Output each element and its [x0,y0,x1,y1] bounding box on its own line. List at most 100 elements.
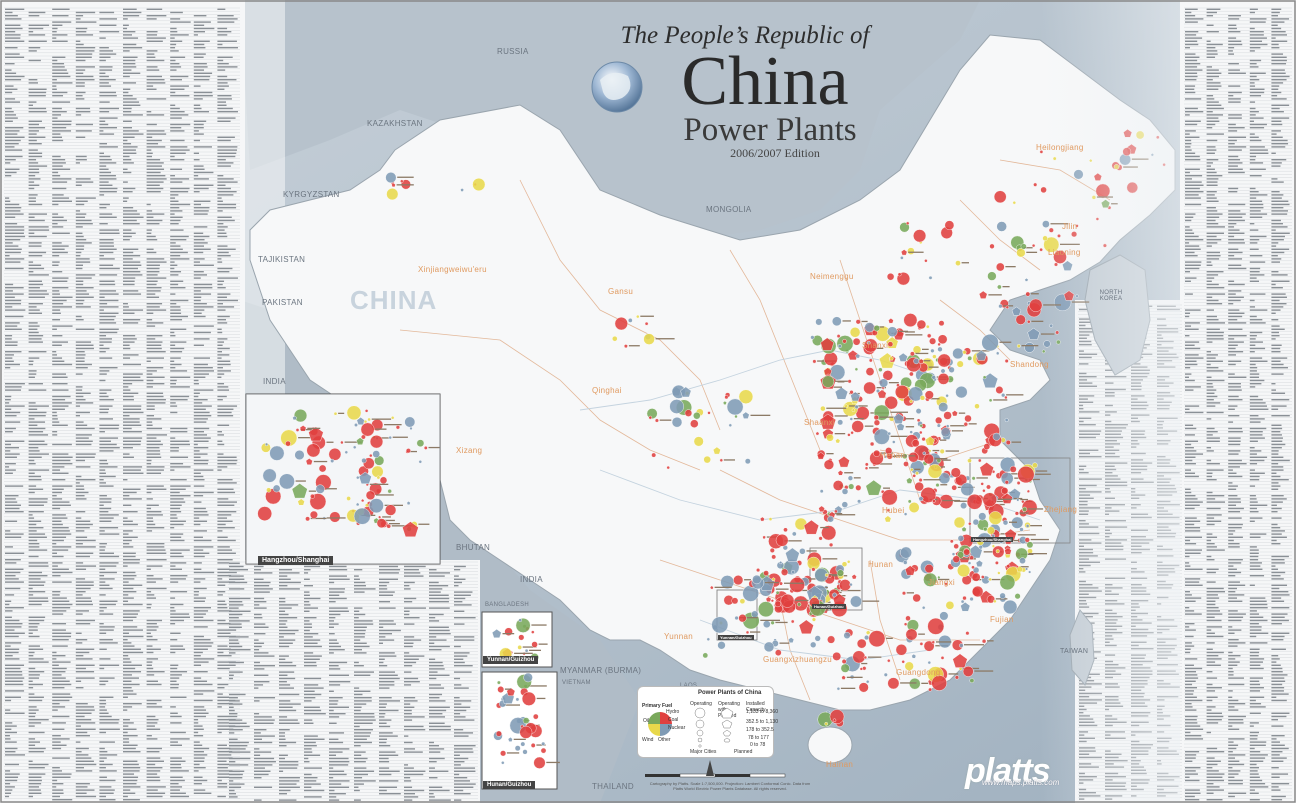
table-text-row [329,591,345,593]
table-text-row [254,642,265,644]
table-text-row [379,706,386,708]
plant-marker [981,575,985,579]
table-text-row [28,543,40,545]
table-text-row [5,207,22,209]
table-text-row [379,767,390,769]
table-text-row [170,242,176,244]
plant-label [904,331,915,333]
table-text-row [304,700,312,702]
table-text-row [52,469,61,471]
table-text-row [329,620,335,622]
table-text-row [170,671,188,673]
table-text-row [454,687,469,689]
table-text-row [217,699,236,702]
table-text-row [123,235,132,238]
table-text-row [52,261,60,263]
table-text-row [99,485,114,487]
table-text-row [229,642,240,644]
table-text-row [123,783,137,785]
table-text-row [146,795,163,798]
table-text-row [404,709,412,712]
table-text-row [5,101,21,103]
table-text-row [1249,747,1255,750]
table-text-row [217,107,233,110]
table-text-row [279,693,300,696]
table-text-row [99,562,119,564]
table-text-row [1249,31,1264,33]
table-text-row [1271,696,1277,698]
table-text-row [75,719,92,721]
table-text-row [279,620,288,622]
table-text-row [146,293,156,295]
table-text-row [1206,328,1220,330]
table-text-row [1206,175,1223,177]
table-text-row [193,555,205,558]
table-text-row [193,303,207,305]
plant-label [876,387,886,389]
table-text-row [28,283,44,286]
plant-label [920,360,931,362]
table-text-row [1249,63,1257,65]
table-text-row [28,341,43,343]
table-text-row [5,367,11,369]
table-text-row [404,671,412,673]
table-text-row [1271,69,1285,71]
table-text-row [279,671,295,673]
table-text-row [1249,255,1263,257]
table-text-row [1249,367,1258,369]
table-text-row [170,319,183,321]
table-text-row [229,639,239,641]
table-text-row [229,620,250,622]
table-text-row [170,399,188,401]
table-text-row [217,395,227,398]
table-text-row [1228,293,1236,295]
table-text-row [146,168,165,170]
table-text-row [429,799,451,801]
table-text-row [1249,616,1264,618]
table-text-row [1271,363,1284,366]
table-text-row [170,245,181,247]
table-text-row [217,75,228,78]
table-text-row [1185,133,1190,135]
table-text-row [1185,175,1203,177]
table-text-row [429,697,440,699]
table-text-row [52,306,73,308]
table-text-row [1271,648,1286,650]
table-text-row [52,107,62,110]
table-text-row [1271,543,1281,545]
plant-label [995,598,1008,600]
table-text-row [28,715,36,718]
table-text-row [217,299,238,302]
table-text-row [123,223,140,225]
table-text-row [254,665,276,667]
table-text-row [1228,530,1236,532]
table-text-row [1185,213,1196,215]
table-text-row [75,786,88,788]
table-text-row [170,514,177,516]
table-text-row [28,335,44,337]
table-text-row [1249,331,1263,334]
table-text-row [75,91,86,94]
table-text-row [28,101,37,103]
table-text-row [193,47,206,49]
table-text-row [1185,629,1196,631]
table-text-row [1185,69,1203,71]
table-text-row [75,223,93,225]
table-text-row [52,776,71,778]
plant-marker [962,350,967,355]
table-text-row [123,792,136,794]
table-text-row [1228,776,1235,778]
table-text-row [52,395,71,398]
table-text-row [99,715,112,718]
table-text-row [1271,683,1283,686]
table-text-row [52,667,67,670]
plant-marker [940,368,946,374]
table-text-row [229,719,243,721]
table-text-row [146,667,154,670]
table-text-row [170,443,190,446]
plant-marker [988,398,993,403]
table-text-row [1271,495,1284,497]
table-text-row [1271,795,1286,798]
table-text-row [1228,165,1238,167]
table-text-row [1249,207,1264,209]
